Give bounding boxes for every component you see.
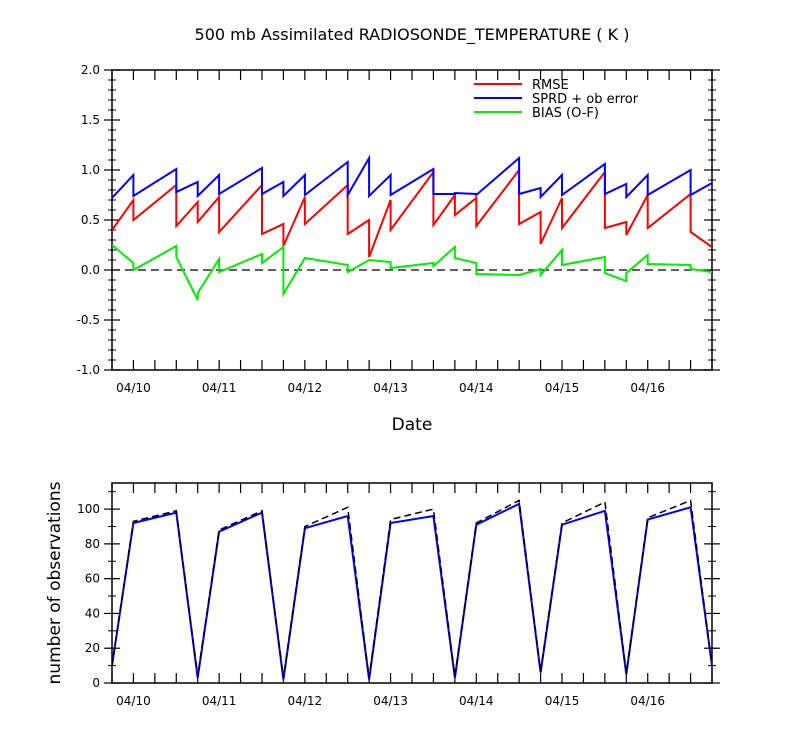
plot-frame xyxy=(111,69,713,371)
y-tick-label: 0.0 xyxy=(81,263,100,277)
series-line-solid-0 xyxy=(112,502,712,680)
y-tick-label: -1.0 xyxy=(77,363,100,377)
top-panel: 04/10 04/11 04/12 04/13 04/14 04/15 04/16 -1.0 -… xyxy=(77,63,720,435)
y-tick-label: 2.0 xyxy=(81,63,100,77)
x-tick-label: 04/11 xyxy=(202,694,237,708)
x-tick-label: 04/12 xyxy=(288,694,323,708)
x-tick-label: 04/14 xyxy=(459,694,494,708)
series-line-sprd-ob-error xyxy=(112,154,712,200)
x-tick-label: 04/12 xyxy=(288,381,323,395)
y-axis-title: number of observations xyxy=(45,481,65,684)
bottom-panel: 04/10 04/11 04/12 04/13 04/14 04/15 04/16 0 20 40… xyxy=(45,481,720,708)
series-line-bias-o-f xyxy=(112,244,712,301)
series-line-dashed-1 xyxy=(112,499,712,678)
chart-title: 500 mb Assimilated RADIOSONDE_TEMPERATUR… xyxy=(195,25,630,45)
x-tick-label: 04/14 xyxy=(459,381,494,395)
x-tick-label: 04/15 xyxy=(545,694,580,708)
y-tick-label: 40 xyxy=(85,606,100,620)
y-tick-label: 0 xyxy=(92,676,100,690)
y-tick-label: 0.5 xyxy=(81,213,100,227)
y-tick-label: 100 xyxy=(77,502,100,516)
x-tick-label: 04/10 xyxy=(116,694,151,708)
x-tick-label: 04/13 xyxy=(373,381,408,395)
y-tick-label: 60 xyxy=(85,572,100,586)
x-tick-label: 04/16 xyxy=(630,694,665,708)
x-tick-label: 04/11 xyxy=(202,381,237,395)
x-tick-label: 04/13 xyxy=(373,694,408,708)
x-tick-label: 04/16 xyxy=(630,381,665,395)
y-tick-label: 20 xyxy=(85,641,100,655)
y-tick-label: -0.5 xyxy=(77,313,100,327)
legend-label: SPRD + ob error xyxy=(532,92,639,107)
y-tick-label: 1.5 xyxy=(81,113,100,127)
x-axis-title: Date xyxy=(392,415,433,435)
legend-label: BIAS (O-F) xyxy=(532,106,599,121)
legend-label: RMSE xyxy=(532,78,569,93)
series-line-rmse xyxy=(112,167,712,258)
y-tick-label: 1.0 xyxy=(81,163,100,177)
y-tick-label: 80 xyxy=(85,537,100,551)
x-tick-label: 04/15 xyxy=(545,381,580,395)
x-tick-label: 04/10 xyxy=(116,381,151,395)
